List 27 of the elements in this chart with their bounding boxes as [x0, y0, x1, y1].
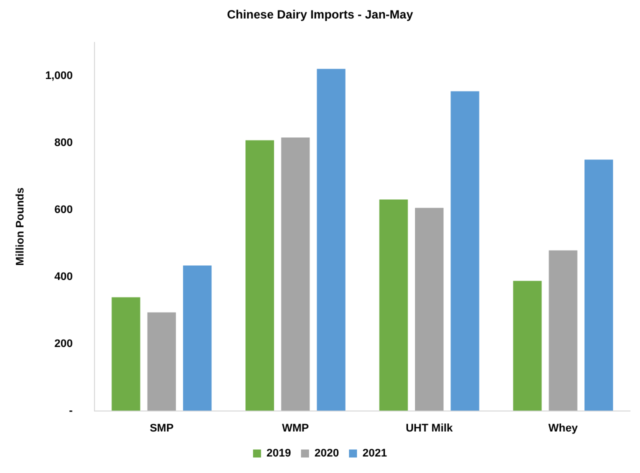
y-tick-label: - [69, 404, 74, 417]
bar [316, 68, 346, 411]
x-tick-label: UHT Milk [406, 422, 454, 434]
bar [245, 140, 274, 411]
y-tick-label: 400 [54, 270, 73, 283]
y-axis-title: Million Pounds [14, 187, 27, 266]
bar [450, 91, 480, 411]
chart-title: Chinese Dairy Imports - Jan-May [226, 8, 414, 22]
y-tick-label: 800 [54, 136, 73, 149]
bar [513, 280, 542, 411]
bar [112, 297, 140, 411]
legend-label: 2019 [266, 448, 292, 460]
bar [379, 199, 408, 411]
bar [183, 265, 212, 411]
bar [147, 312, 176, 411]
x-tick-label: Whey [548, 422, 579, 434]
bar [281, 138, 310, 411]
x-tick-label: WMP [282, 422, 309, 434]
y-tick-label: 1,000 [45, 70, 73, 82]
legend-label: 2020 [314, 448, 339, 460]
bar [584, 160, 614, 411]
y-tick-label: 600 [54, 204, 73, 216]
legend-label: 2021 [362, 448, 387, 460]
bar [415, 208, 444, 411]
bar [548, 250, 578, 411]
x-tick-label: SMP [150, 422, 174, 434]
y-tick-label: 200 [54, 338, 73, 350]
